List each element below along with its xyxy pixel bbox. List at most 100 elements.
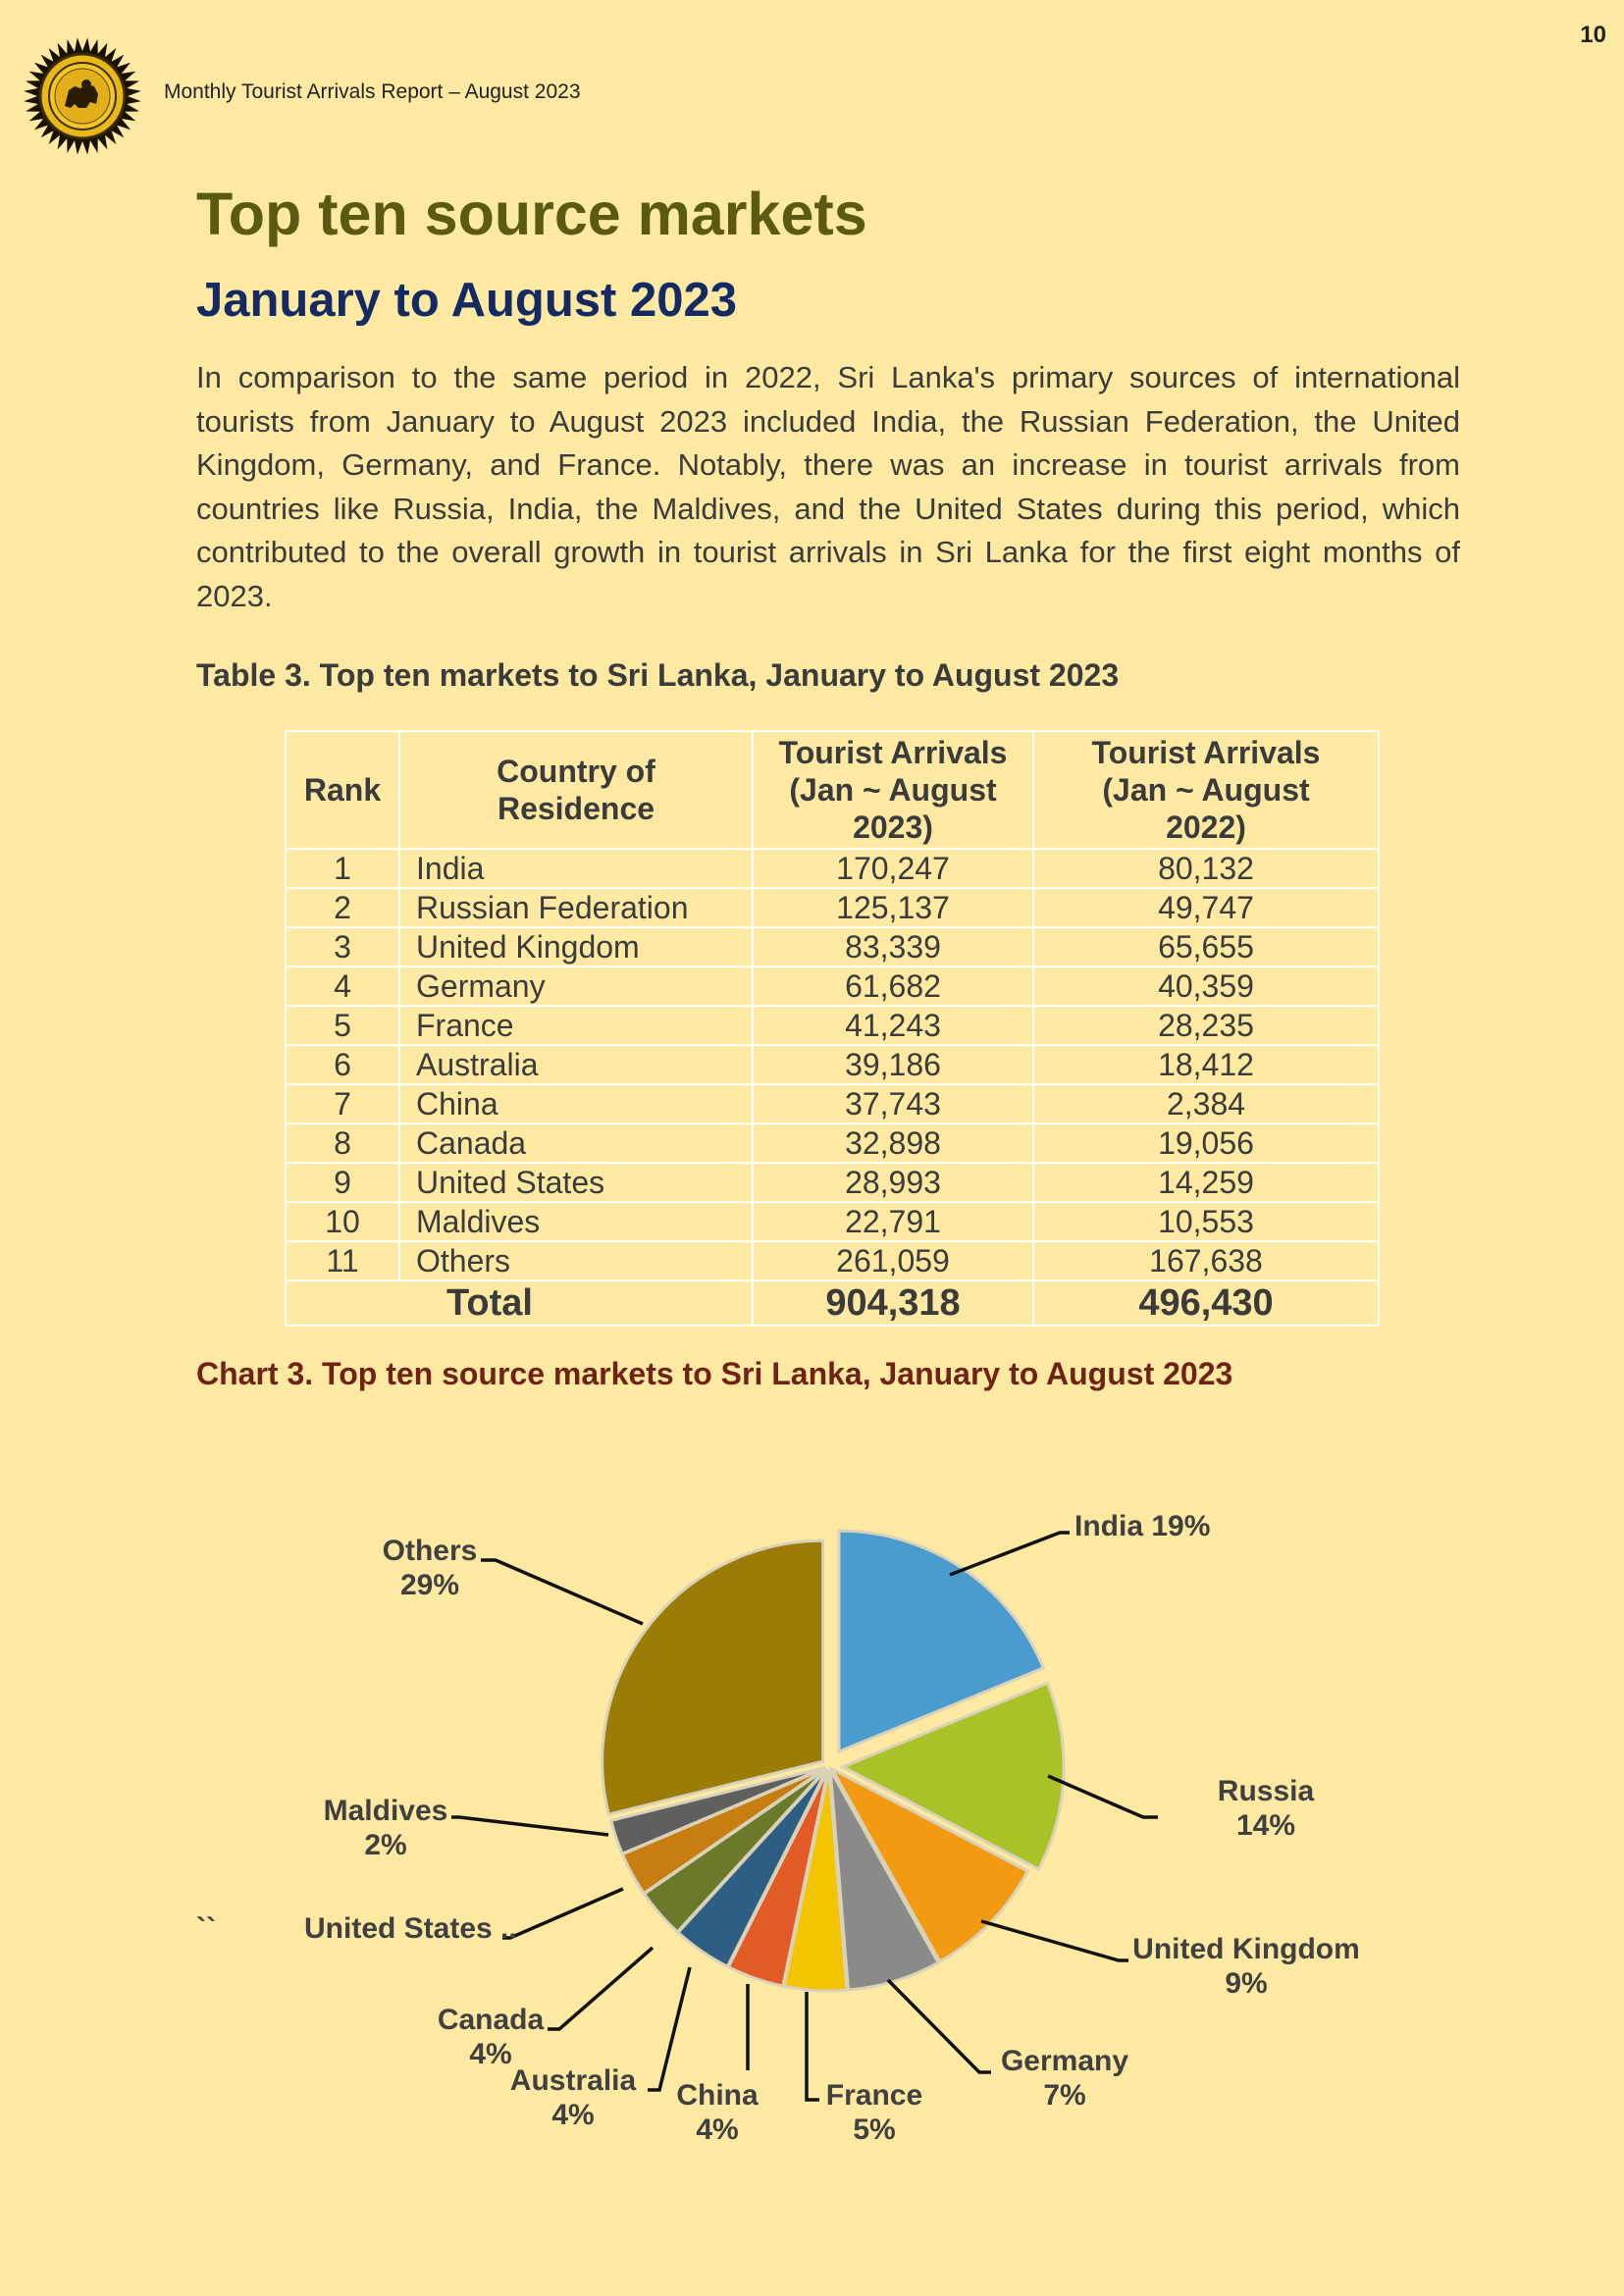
cell-arrivals-2022: 49,747	[1032, 887, 1380, 928]
page-number: 10	[1580, 22, 1606, 48]
cell-rank: 11	[285, 1240, 400, 1281]
cell-country: Australia	[398, 1044, 754, 1085]
cell-country: Russian Federation	[398, 887, 754, 928]
cell-country: Canada	[398, 1122, 754, 1164]
header-country: Country of Residence	[398, 730, 754, 850]
cell-country: Maldives	[398, 1201, 754, 1242]
leader-line	[451, 1815, 609, 1837]
cell-country: China	[398, 1083, 754, 1124]
cell-arrivals-2023: 22,791	[752, 1201, 1034, 1242]
table-row: 4 Germany 61,682 40,359	[285, 965, 1380, 1007]
table-row: 1 India 170,247 80,132	[285, 848, 1380, 889]
cell-arrivals-2023: 41,243	[752, 1005, 1034, 1046]
total-2023: 904,318	[752, 1279, 1034, 1327]
chart-caption: Chart 3. Top ten source markets to Sri L…	[196, 1356, 1233, 1391]
table-row: 8 Canada 32,898 19,056	[285, 1122, 1380, 1164]
pie-label: Germany 7%	[1001, 2045, 1128, 2112]
cell-rank: 3	[285, 926, 400, 967]
tourism-seal-logo	[24, 37, 141, 155]
table-row: 11 Others 261,059 167,638	[285, 1240, 1380, 1281]
leader-line	[949, 1531, 1070, 1577]
cell-arrivals-2022: 10,553	[1032, 1201, 1380, 1242]
pie-label: Russia 14%	[1218, 1775, 1315, 1842]
cell-arrivals-2023: 28,993	[752, 1162, 1034, 1203]
cell-arrivals-2022: 28,235	[1032, 1005, 1380, 1046]
cell-arrivals-2022: 18,412	[1032, 1044, 1380, 1085]
pie-label: United Kingdom 9%	[1132, 1933, 1360, 2000]
cell-rank: 2	[285, 887, 400, 928]
leader-line	[548, 1946, 655, 2031]
cell-country: France	[398, 1005, 754, 1046]
cell-arrivals-2022: 19,056	[1032, 1122, 1380, 1164]
cell-rank: 8	[285, 1122, 400, 1164]
table-row: 7 China 37,743 2,384	[285, 1083, 1380, 1124]
table-row: 3 United Kingdom 83,339 65,655	[285, 926, 1380, 967]
cell-country: Others	[398, 1240, 754, 1281]
pie-label: Others 29%	[383, 1535, 478, 1601]
report-header: Monthly Tourist Arrivals Report – August…	[164, 80, 581, 103]
stray-mark: ``	[196, 1912, 216, 1945]
cell-arrivals-2023: 61,682	[752, 965, 1034, 1007]
pie-slice-germany	[828, 1769, 941, 1992]
cell-arrivals-2022: 167,638	[1032, 1240, 1380, 1281]
table-row: 2 Russian Federation 125,137 49,747	[285, 887, 1380, 928]
cell-rank: 10	[285, 1201, 400, 1242]
table-caption: Table 3. Top ten markets to Sri Lanka, J…	[196, 657, 1120, 693]
header-arrivals-2023: Tourist Arrivals (Jan ~ August 2023)	[752, 730, 1034, 850]
pie-slice-others	[601, 1539, 825, 1817]
leader-line	[481, 1558, 644, 1626]
markets-table: Rank Country of Residence Tourist Arriva…	[285, 730, 1380, 1327]
cell-arrivals-2023: 125,137	[752, 887, 1034, 928]
cell-arrivals-2023: 39,186	[752, 1044, 1034, 1085]
leader-line	[1047, 1774, 1158, 1819]
intro-paragraph: In comparison to the same period in 2022…	[196, 360, 1460, 613]
pie-slice-maldives	[608, 1765, 826, 1856]
table-row: 5 France 41,243 28,235	[285, 1005, 1380, 1046]
table-header-row: Rank Country of Residence Tourist Arriva…	[285, 730, 1380, 850]
cell-rank: 5	[285, 1005, 400, 1046]
pie-label: India 19%	[1074, 1510, 1210, 1542]
cell-rank: 1	[285, 848, 400, 889]
leader-line	[648, 1966, 692, 2092]
pie-slice-india	[837, 1529, 1046, 1754]
cell-rank: 7	[285, 1083, 400, 1124]
cell-country: United Kingdom	[398, 926, 754, 967]
leader-line	[980, 1919, 1128, 1962]
page-subtitle: January to August 2023	[196, 274, 737, 327]
pie-label: Maldives 2%	[324, 1795, 448, 1861]
table-row: 9 United States 28,993 14,259	[285, 1162, 1380, 1203]
header-arrivals-2022: Tourist Arrivals (Jan ~ August 2022)	[1032, 730, 1380, 850]
cell-arrivals-2023: 170,247	[752, 848, 1034, 889]
pie-label: Canada 4%	[438, 2004, 545, 2070]
cell-rank: 6	[285, 1044, 400, 1085]
table-row: 6 Australia 39,186 18,412	[285, 1044, 1380, 1085]
cell-arrivals-2022: 2,384	[1032, 1083, 1380, 1124]
pie-slice-russia	[839, 1681, 1066, 1871]
cell-arrivals-2023: 32,898	[752, 1122, 1034, 1164]
total-2022: 496,430	[1032, 1279, 1380, 1327]
cell-arrivals-2022: 80,132	[1032, 848, 1380, 889]
cell-country: Germany	[398, 965, 754, 1007]
cell-arrivals-2023: 37,743	[752, 1083, 1034, 1124]
table-total-row: Total 904,318 496,430	[285, 1279, 1380, 1327]
cell-arrivals-2022: 14,259	[1032, 1162, 1380, 1203]
total-label: Total	[285, 1279, 754, 1327]
page-title: Top ten source markets	[196, 181, 867, 247]
table-row: 10 Maldives 22,791 10,553	[285, 1201, 1380, 1242]
cell-arrivals-2022: 65,655	[1032, 926, 1380, 967]
header-rank: Rank	[285, 730, 400, 850]
pie-label: France 5%	[826, 2079, 922, 2146]
pie-label: Australia 4%	[510, 2064, 637, 2131]
pie-label: United States ..	[304, 1912, 517, 1945]
cell-rank: 9	[285, 1162, 400, 1203]
pie-label: China 4%	[676, 2079, 759, 2146]
cell-country: India	[398, 848, 754, 889]
leader-line	[805, 1992, 819, 2102]
cell-arrivals-2023: 83,339	[752, 926, 1034, 967]
cell-arrivals-2022: 40,359	[1032, 965, 1380, 1007]
cell-country: United States	[398, 1162, 754, 1203]
leader-line	[502, 1887, 624, 1940]
cell-arrivals-2023: 261,059	[752, 1240, 1034, 1281]
leader-line	[886, 1978, 991, 2074]
